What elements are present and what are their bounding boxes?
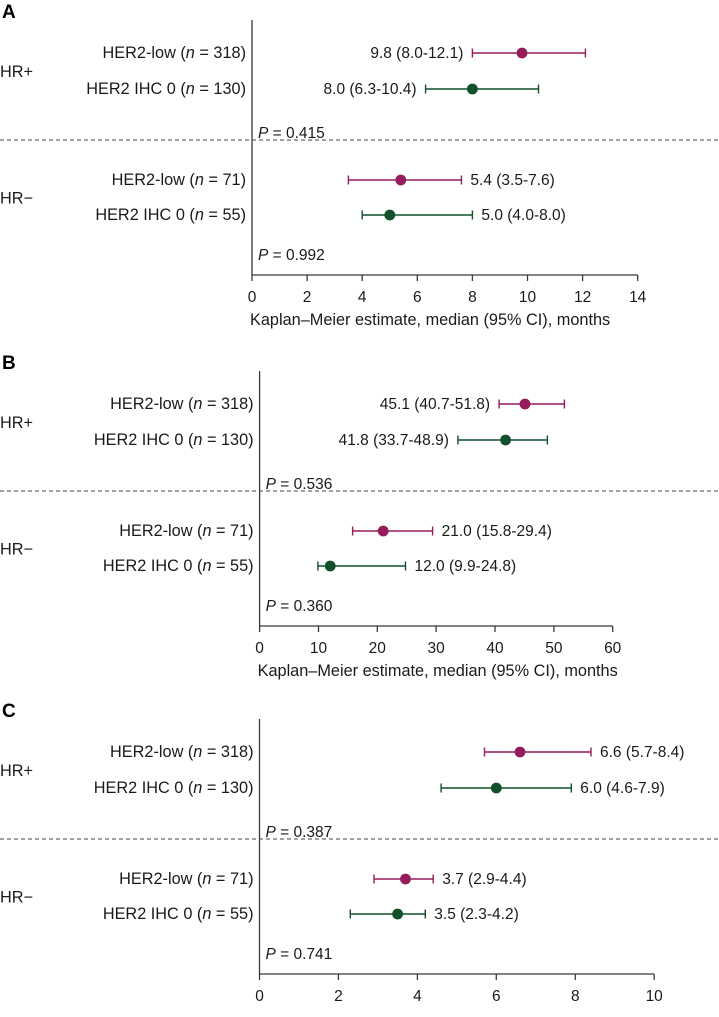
svg-text:8: 8: [468, 289, 477, 306]
svg-text:20: 20: [369, 640, 387, 657]
svg-text:B: B: [2, 353, 16, 374]
svg-text:3.5 (2.3-4.2): 3.5 (2.3-4.2): [434, 906, 518, 923]
svg-text:12.0 (9.9-24.8): 12.0 (9.9-24.8): [415, 558, 517, 575]
svg-text:P = 0.415: P = 0.415: [258, 125, 325, 142]
svg-text:21.0 (15.8-29.4): 21.0 (15.8-29.4): [442, 523, 552, 540]
svg-text:30: 30: [427, 640, 445, 657]
svg-text:6.0 (4.6-7.9): 6.0 (4.6-7.9): [580, 780, 664, 797]
svg-text:C: C: [2, 701, 16, 722]
svg-text:HR+: HR+: [0, 762, 33, 780]
svg-text:2: 2: [334, 988, 343, 1005]
svg-text:10: 10: [646, 988, 664, 1005]
svg-text:HR−: HR−: [0, 889, 33, 907]
svg-text:HER2-low (n = 318): HER2-low (n = 318): [110, 395, 253, 413]
svg-text:3.7 (2.9-4.4): 3.7 (2.9-4.4): [442, 871, 526, 888]
svg-text:HR+: HR+: [0, 63, 33, 81]
svg-text:5.4 (3.5-7.6): 5.4 (3.5-7.6): [470, 172, 554, 189]
svg-text:HER2 IHC 0 (n = 130): HER2 IHC 0 (n = 130): [94, 431, 254, 449]
svg-text:4: 4: [358, 289, 367, 306]
svg-text:8.0 (6.3-10.4): 8.0 (6.3-10.4): [324, 81, 417, 98]
svg-text:45.1 (40.7-51.8): 45.1 (40.7-51.8): [380, 396, 490, 413]
svg-text:HER2 IHC 0 (n = 130): HER2 IHC 0 (n = 130): [86, 80, 246, 98]
svg-text:0: 0: [248, 289, 257, 306]
svg-text:0: 0: [255, 988, 264, 1005]
svg-text:HER2-low (n = 71): HER2-low (n = 71): [112, 171, 246, 189]
svg-text:12: 12: [574, 289, 591, 306]
svg-text:P = 0.360: P = 0.360: [266, 598, 333, 615]
svg-text:5.0 (4.0-8.0): 5.0 (4.0-8.0): [481, 207, 565, 224]
svg-text:60: 60: [604, 640, 622, 657]
svg-text:8: 8: [571, 988, 580, 1005]
svg-text:P = 0.741: P = 0.741: [266, 946, 333, 963]
svg-text:HER2 IHC 0 (n = 55): HER2 IHC 0 (n = 55): [103, 905, 254, 923]
svg-text:40: 40: [486, 640, 504, 657]
svg-text:HER2 IHC 0 (n = 130): HER2 IHC 0 (n = 130): [94, 779, 254, 797]
svg-text:HER2-low (n = 318): HER2-low (n = 318): [103, 44, 246, 62]
svg-text:10: 10: [310, 640, 328, 657]
svg-text:HR−: HR−: [0, 541, 33, 559]
svg-text:Kaplan–Meier estimate, median: Kaplan–Meier estimate, median (95% CI), …: [258, 662, 618, 680]
svg-text:6: 6: [413, 289, 422, 306]
svg-text:P = 0.992: P = 0.992: [258, 247, 325, 264]
svg-text:14: 14: [629, 289, 647, 306]
svg-text:4: 4: [413, 988, 422, 1005]
svg-text:HER2 IHC 0 (n = 55): HER2 IHC 0 (n = 55): [95, 206, 246, 224]
svg-text:HR−: HR−: [0, 190, 33, 208]
svg-text:HER2 IHC 0 (n = 55): HER2 IHC 0 (n = 55): [103, 557, 254, 575]
svg-text:HER2-low (n = 71): HER2-low (n = 71): [119, 522, 253, 540]
svg-text:P = 0.387: P = 0.387: [266, 824, 333, 841]
svg-text:HER2-low (n = 318): HER2-low (n = 318): [110, 743, 253, 761]
svg-text:HR+: HR+: [0, 414, 33, 432]
svg-text:6: 6: [492, 988, 501, 1005]
svg-text:Kaplan–Meier estimate, median: Kaplan–Meier estimate, median (95% CI), …: [250, 311, 610, 329]
svg-text:9.8 (8.0-12.1): 9.8 (8.0-12.1): [370, 45, 463, 62]
svg-text:2: 2: [303, 289, 312, 306]
svg-text:41.8 (33.7-48.9): 41.8 (33.7-48.9): [339, 432, 449, 449]
svg-text:50: 50: [545, 640, 563, 657]
svg-text:P = 0.536: P = 0.536: [266, 476, 333, 493]
svg-text:A: A: [2, 2, 16, 23]
svg-text:HER2-low (n = 71): HER2-low (n = 71): [119, 870, 253, 888]
svg-text:10: 10: [519, 289, 537, 306]
svg-text:0: 0: [255, 640, 264, 657]
svg-text:6.6 (5.7-8.4): 6.6 (5.7-8.4): [600, 744, 684, 761]
